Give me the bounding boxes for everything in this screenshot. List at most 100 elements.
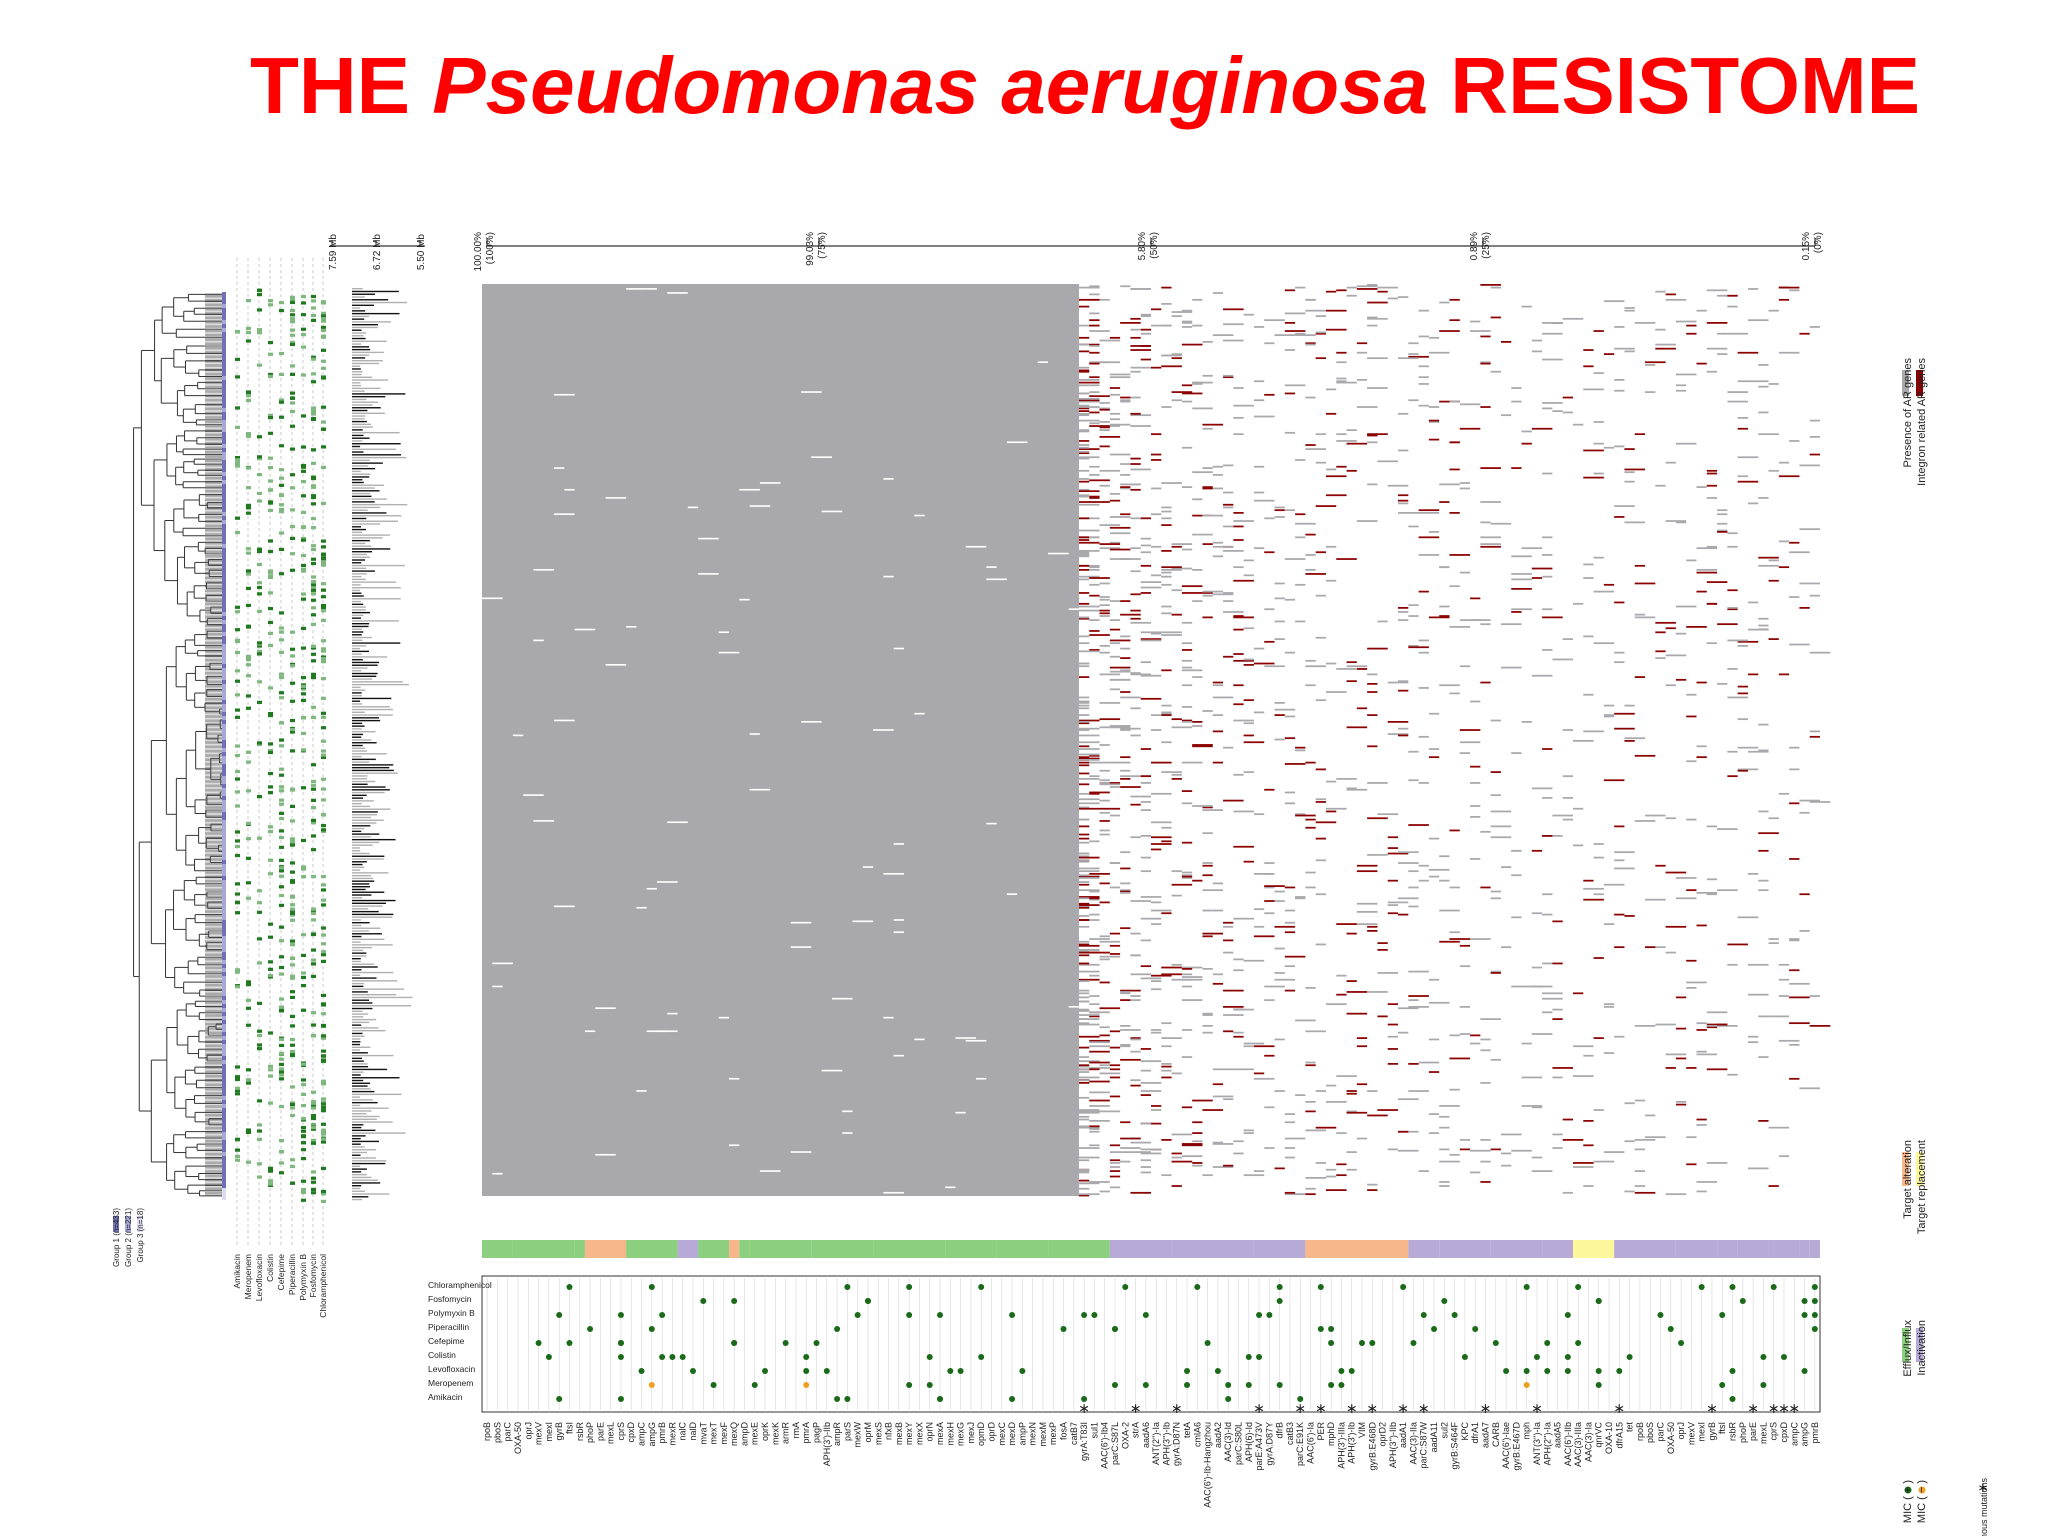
gene-label: cmlA6 — [1192, 1422, 1202, 1447]
susceptibility-mark — [321, 603, 326, 608]
susceptibility-mark — [235, 464, 240, 468]
gene-label: gyrA:T83I — [1079, 1422, 1089, 1461]
group-color-cell — [222, 552, 226, 556]
group-color-cell — [222, 1184, 226, 1188]
integron-gene-cell — [1089, 792, 1100, 795]
susceptibility-mark — [246, 1006, 251, 1010]
presence-gene-cell — [1212, 334, 1234, 336]
presence-gene-cell — [1130, 973, 1151, 976]
group-color-cell — [222, 1088, 226, 1092]
presence-gene-cell — [1264, 665, 1285, 668]
integron-gene-cell — [1171, 357, 1182, 360]
prevalence-tick-sublabel: (100%) — [485, 232, 496, 264]
presence-gene-cell — [1428, 1001, 1450, 1004]
integron-gene-cell — [1665, 627, 1676, 630]
non-synonymous-star: ∗ — [1613, 1400, 1625, 1416]
susceptibility-mark — [279, 672, 284, 676]
presence-gene-cell — [1418, 864, 1429, 867]
susceptibility-mark — [257, 741, 262, 745]
mic-plus-dot — [659, 1354, 666, 1360]
presence-gene-cell — [1202, 710, 1213, 712]
susceptibility-mark — [279, 650, 284, 655]
integron-gene-cell — [1336, 993, 1347, 996]
genome-size-bar — [352, 924, 362, 927]
susceptibility-mark — [279, 691, 284, 695]
integron-gene-cell — [1078, 944, 1100, 947]
presence-gene-cell — [1428, 1132, 1440, 1134]
absent-gene-cell — [852, 920, 874, 923]
group-color-cell — [222, 880, 226, 884]
integron-gene-cell — [1078, 490, 1100, 493]
mechanism-segment — [1737, 1240, 1769, 1258]
genome-size-bar — [352, 969, 362, 971]
presence-gene-cell — [1140, 551, 1151, 554]
susceptibility-mark — [268, 686, 273, 690]
gene-label: oprM — [863, 1422, 873, 1443]
gene-label: ampP — [1017, 1422, 1027, 1446]
presence-gene-cell — [1078, 714, 1090, 716]
presence-gene-cell — [1089, 761, 1110, 764]
presence-gene-cell — [1109, 541, 1121, 544]
integron-gene-cell — [1078, 617, 1090, 620]
prevalence-tick-sublabel: (75%) — [817, 232, 828, 259]
presence-gene-cell — [1449, 400, 1460, 403]
presence-gene-cell — [1151, 923, 1162, 925]
group-color-cell — [222, 860, 226, 864]
legend-mic-minus-dot — [1918, 1486, 1926, 1494]
presence-gene-cell — [1099, 782, 1110, 784]
absent-gene-cell — [955, 1111, 966, 1114]
gene-label: aadA2 — [1213, 1422, 1223, 1448]
presence-gene-cell — [1696, 1190, 1707, 1193]
group-color-cell — [222, 1068, 226, 1072]
susceptibility-mark — [290, 1164, 295, 1169]
integron-gene-cell — [1171, 718, 1182, 721]
presence-gene-cell — [1696, 745, 1707, 748]
presence-gene-cell — [1202, 968, 1213, 970]
presence-gene-cell — [1645, 1114, 1656, 1117]
susceptibility-mark — [301, 675, 306, 680]
presence-gene-cell — [1418, 1170, 1429, 1172]
integron-gene-cell — [1233, 512, 1244, 514]
presence-gene-cell — [1387, 901, 1409, 904]
gene-label: aadA5 — [1553, 1422, 1563, 1448]
presence-gene-cell — [1212, 882, 1224, 885]
genome-size-bar — [352, 559, 366, 561]
susceptibility-mark — [268, 791, 273, 795]
genome-size-bar — [352, 930, 369, 932]
integron-gene-cell — [1161, 973, 1182, 976]
mic-plus-dot — [1801, 1368, 1808, 1374]
integron-gene-cell — [1480, 362, 1491, 365]
group-color-cell — [222, 756, 226, 760]
presence-gene-cell — [1284, 921, 1296, 924]
mic-minus-dot — [803, 1382, 810, 1388]
susceptibility-mark — [279, 638, 284, 642]
presence-gene-cell — [1140, 661, 1151, 664]
integron-gene-cell — [1439, 615, 1450, 617]
integron-gene-cell — [1377, 1015, 1388, 1018]
presence-gene-cell — [1130, 673, 1151, 676]
susceptibility-mark — [279, 798, 284, 802]
absent-gene-cell — [646, 1030, 668, 1033]
susceptibility-mark — [257, 331, 262, 335]
integron-gene-cell — [1356, 707, 1368, 710]
genome-size-bar — [352, 351, 384, 354]
group-color-cell — [222, 844, 226, 848]
mic-plus-dot — [1595, 1298, 1602, 1304]
presence-gene-cell — [1078, 1068, 1090, 1071]
presence-gene-cell — [1542, 536, 1553, 539]
gene-labels: rpoB pboS parC OXA-50 oprJ mexV mexI gyrB ftsI rs… — [482, 1421, 1820, 1507]
presence-gene-cell — [1078, 1168, 1090, 1171]
presence-gene-cell — [1099, 833, 1110, 836]
mic-plus-dot — [1811, 1326, 1818, 1332]
genome-size-bar — [352, 899, 396, 902]
presence-gene-cell — [1325, 691, 1347, 693]
group-color-cell — [222, 796, 226, 800]
presence-gene-cell — [1367, 782, 1388, 784]
mic-plus-dot — [1328, 1340, 1335, 1346]
genome-size-bar — [352, 811, 378, 813]
genome-size-bar — [352, 1182, 381, 1184]
gene-label: parE — [1748, 1422, 1758, 1441]
presence-gene-cell — [1078, 1170, 1090, 1172]
presence-gene-cell — [1645, 391, 1656, 393]
genome-size-bar — [352, 993, 397, 996]
